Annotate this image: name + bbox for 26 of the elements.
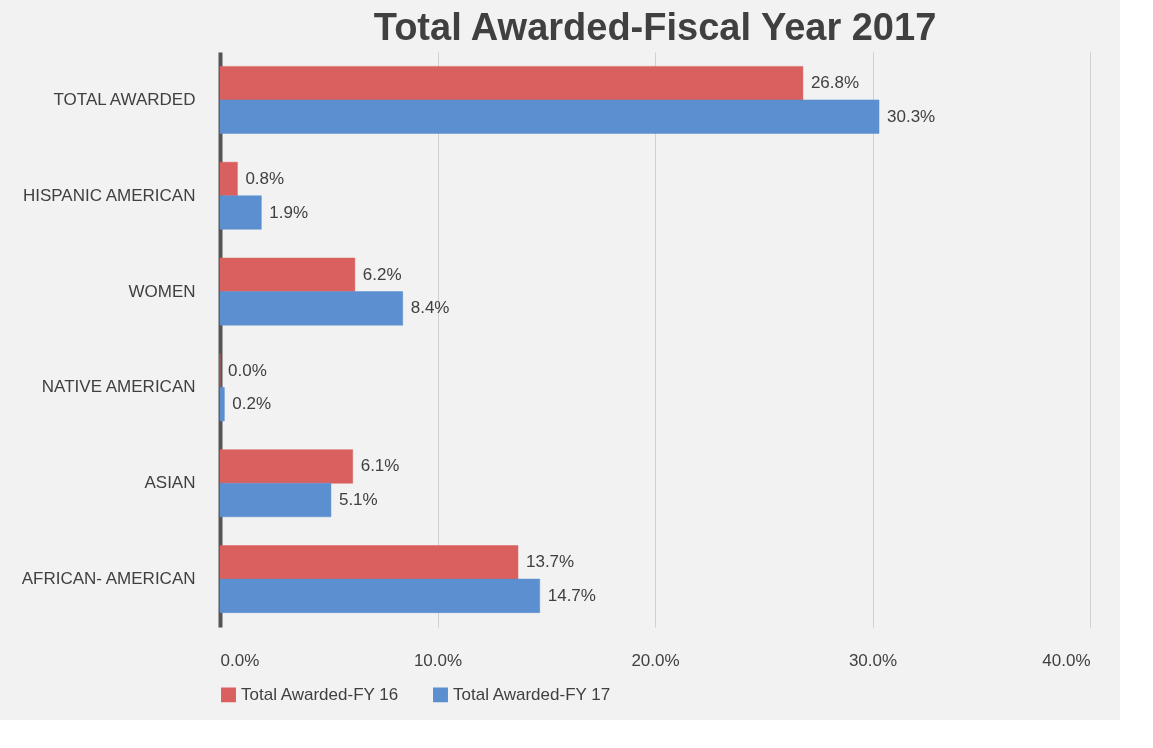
data-label: 6.2% [362,264,402,284]
data-label: 0.8% [245,168,285,188]
data-label: 30.3% [887,106,936,126]
data-label: 13.7% [525,552,575,572]
x-tick-label: 40.0% [1042,650,1091,670]
y-tick-label: ASIAN [144,473,196,493]
y-tick-label: WOMEN [128,281,196,301]
data-label: 26.8% [810,73,860,93]
legend-label: Total Awarded-FY 17 [453,684,611,704]
legend-label: Total Awarded-FY 16 [241,684,399,704]
x-tick-label: 0.0% [220,650,260,670]
data-label: 0.2% [232,394,272,414]
chart-title: Total Awarded-Fiscal Year 2017 [373,6,937,48]
y-tick-label: TOTAL AWARDED [53,89,196,109]
data-label: 8.4% [410,298,450,318]
y-tick-label: NATIVE AMERICAN [41,377,196,397]
data-label: 1.9% [269,202,309,222]
data-label: 0.0% [228,360,267,380]
y-tick-label: HISPANIC AMERICAN [22,185,196,205]
data-label: 5.1% [338,490,378,510]
y-tick-label: AFRICAN- AMERICAN [21,569,196,589]
x-tick-label: 10.0% [413,650,463,670]
x-tick-label: 30.0% [848,650,898,670]
data-label: 14.7% [547,585,596,605]
data-label: 6.1% [360,456,400,476]
x-tick-label: 20.0% [631,650,680,670]
